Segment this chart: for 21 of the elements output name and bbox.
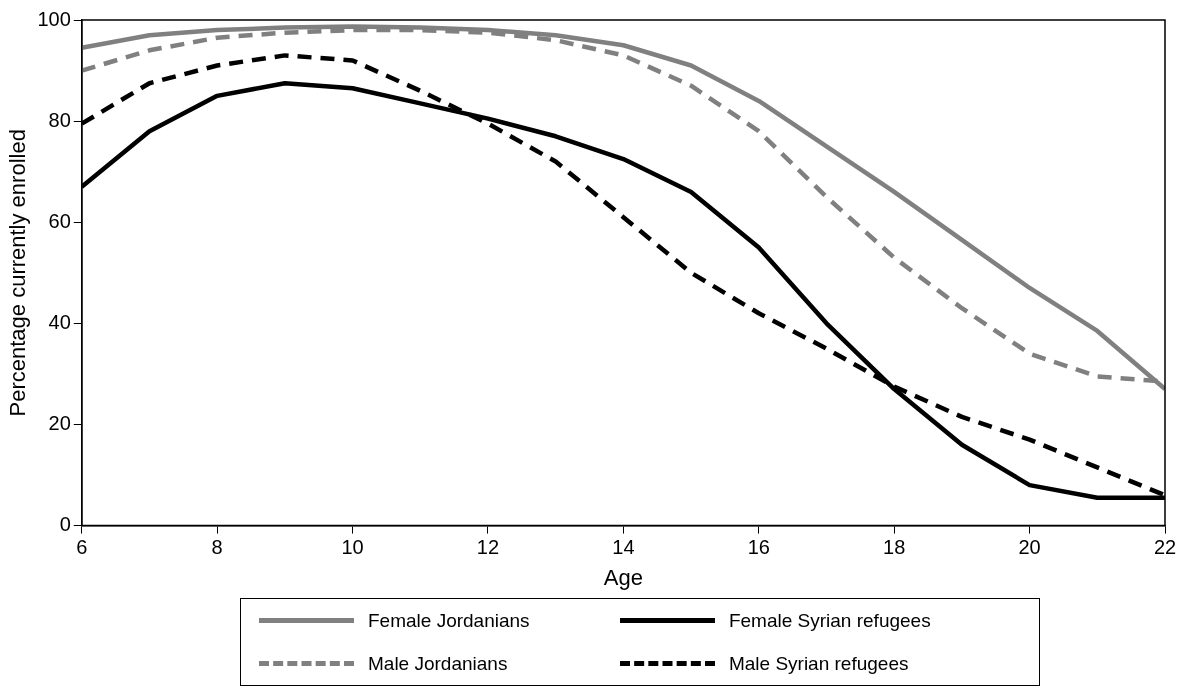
y-tick-label: 100 — [37, 7, 71, 30]
x-tick-label: 12 — [476, 536, 500, 559]
y-tick-label: 0 — [59, 513, 71, 536]
y-axis-title: Percentage currently enrolled — [5, 129, 31, 417]
x-tick-label: 6 — [76, 536, 88, 559]
legend-label: Female Syrian refugees — [728, 609, 931, 632]
x-tick-label: 16 — [747, 536, 770, 559]
x-tick-label: 8 — [211, 536, 223, 559]
legend-label: Male Jordanians — [368, 652, 508, 675]
x-tick-label: 18 — [883, 536, 906, 559]
y-tick-label: 40 — [48, 310, 71, 333]
y-tick-label: 20 — [48, 412, 71, 434]
y-tick-label: 60 — [48, 209, 71, 232]
x-axis-title: Age — [603, 564, 643, 590]
x-tick-label: 14 — [612, 536, 635, 559]
y-tick-label: 80 — [48, 108, 71, 131]
x-tick-label: 10 — [341, 536, 364, 559]
legend-label: Male Syrian refugees — [728, 652, 909, 675]
x-tick-label: 22 — [1153, 536, 1177, 559]
x-tick-label: 20 — [1018, 536, 1041, 559]
legend-label: Female Jordanians — [368, 609, 530, 632]
